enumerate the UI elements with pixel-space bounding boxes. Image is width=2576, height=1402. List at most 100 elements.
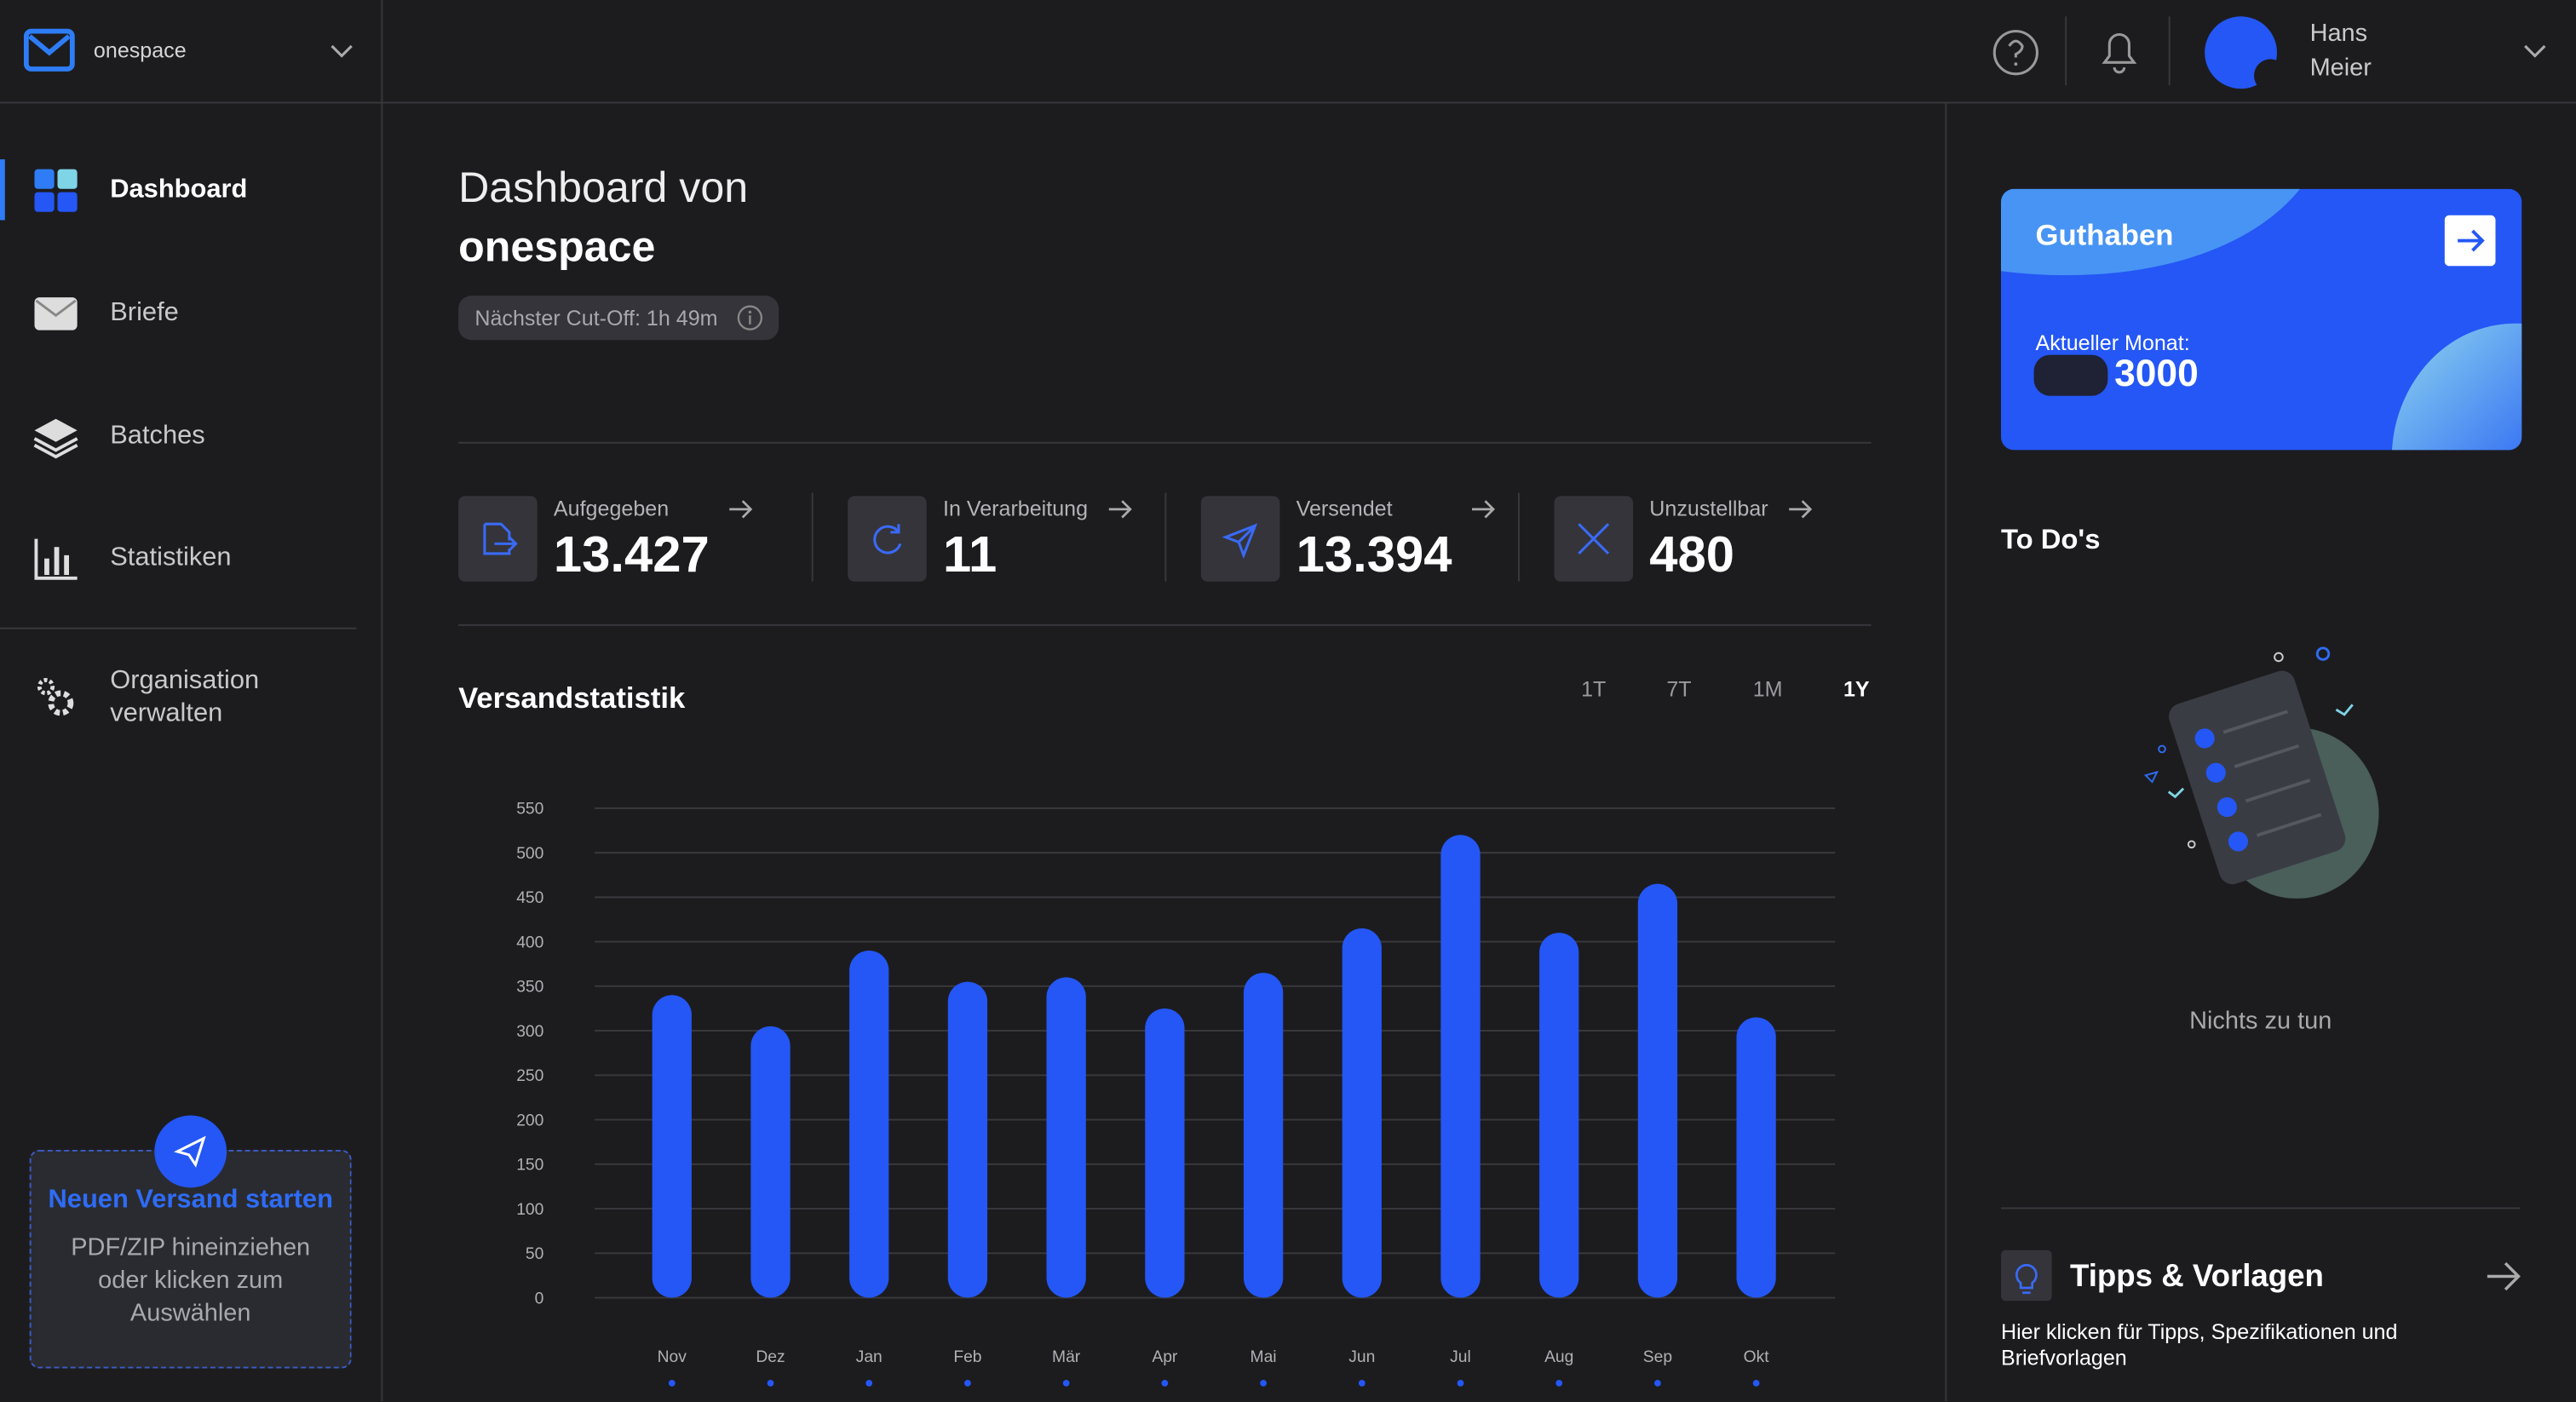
- stat-icon: [1222, 523, 1258, 560]
- y-tick-label: 50: [526, 1245, 543, 1263]
- y-tick-label: 250: [516, 1067, 543, 1085]
- cutoff-text: Nächster Cut-Off: 1h 49m: [474, 305, 718, 330]
- divider: [2000, 1207, 2521, 1210]
- nav-icon: [34, 169, 78, 212]
- x-dot: [1555, 1379, 1563, 1387]
- stat-icon-box: [1200, 496, 1280, 582]
- range-button[interactable]: 7T: [1666, 676, 1692, 702]
- chart: 0 50 100 150 200 250 300 350 400 450 500 550 Nov Dez J…: [516, 801, 1836, 1387]
- nav-icon: [34, 297, 78, 330]
- active-indicator: [0, 159, 5, 221]
- bar: [1637, 883, 1678, 1298]
- bell-icon[interactable]: [2093, 23, 2146, 79]
- heading: Dashboard von: [458, 162, 749, 212]
- workspace-name[interactable]: onespace: [93, 37, 187, 63]
- x-dot: [1062, 1379, 1070, 1387]
- divider: [1164, 492, 1167, 582]
- currency-mask: [2033, 354, 2108, 396]
- nav-item[interactable]: Briefe: [110, 298, 179, 327]
- nav-item[interactable]: Organisation verwalten: [110, 666, 260, 728]
- y-tick-label: 450: [516, 889, 543, 907]
- arrow[interactable]: [727, 496, 754, 522]
- y-tick-label: 350: [516, 979, 543, 997]
- bar: [1243, 973, 1284, 1298]
- divider: [381, 0, 383, 1402]
- x-tick-label: Sep: [1643, 1348, 1672, 1366]
- bar: [1440, 835, 1481, 1298]
- x-dot: [1260, 1379, 1267, 1387]
- info-icon[interactable]: [736, 304, 764, 332]
- nav-item[interactable]: Batches: [110, 422, 205, 451]
- nav-item[interactable]: Statistiken: [110, 543, 232, 572]
- upload-title[interactable]: Neuen Versand starten: [48, 1186, 333, 1215]
- stat-label[interactable]: Versendet: [1296, 496, 1393, 521]
- x-dot: [1161, 1379, 1169, 1387]
- y-tick-label: 300: [516, 1023, 543, 1041]
- stat-icon: [873, 524, 902, 554]
- bar: [1342, 928, 1382, 1298]
- x-tick-label: Nov: [658, 1348, 687, 1366]
- user-name[interactable]: Hans Meier: [2309, 20, 2372, 83]
- bar: [1539, 933, 1579, 1298]
- x-tick-label: Dez: [756, 1348, 785, 1366]
- x-tick-label: Okt: [1744, 1348, 1770, 1366]
- tips-title[interactable]: Tipps & Vorlagen: [2069, 1260, 2324, 1295]
- upload-hint: PDF/ZIP hineinziehen oder klicken zum Au…: [71, 1233, 311, 1328]
- chevron[interactable]: [2521, 43, 2548, 59]
- nav-item[interactable]: Dashboard: [110, 175, 248, 204]
- bar: [750, 1026, 791, 1298]
- bar: [1046, 977, 1086, 1298]
- y-tick-label: 150: [516, 1157, 543, 1175]
- range-button[interactable]: 1M: [1752, 676, 1783, 702]
- arrow[interactable]: [2484, 1260, 2523, 1293]
- x-dot: [767, 1379, 774, 1387]
- chevron[interactable]: [329, 43, 355, 59]
- todos-empty: Nichts zu tun: [2189, 1007, 2332, 1035]
- x-dot: [668, 1379, 676, 1387]
- divider: [0, 627, 357, 629]
- stat-label[interactable]: Unzustellbar: [1649, 496, 1768, 521]
- stat-label[interactable]: In Verarbeitung: [942, 496, 1089, 521]
- balance-title: Guthaben: [2035, 218, 2174, 252]
- range-button[interactable]: 1Y: [1843, 676, 1870, 702]
- arrow[interactable]: [1787, 496, 1814, 522]
- bar: [947, 981, 988, 1298]
- stat-label[interactable]: Aufgegeben: [553, 496, 670, 521]
- upload-icon[interactable]: [152, 1114, 228, 1190]
- empty-illustration: [2143, 646, 2379, 899]
- x-dot: [1457, 1379, 1464, 1387]
- help-icon[interactable]: [1988, 25, 2044, 81]
- y-tick-label: 100: [516, 1201, 543, 1219]
- x-tick-label: Apr: [1152, 1348, 1178, 1366]
- balance-value: 3000: [2114, 351, 2199, 394]
- tips-icon[interactable]: [2000, 1250, 2052, 1301]
- heading-workspace: onespace: [458, 221, 656, 272]
- divider: [0, 101, 2576, 104]
- stat-value: 480: [1649, 526, 1735, 583]
- balance-card[interactable]: [2000, 188, 2522, 451]
- arrow[interactable]: [1107, 496, 1134, 522]
- range-button[interactable]: 1T: [1581, 676, 1607, 702]
- divider: [1945, 103, 1947, 1402]
- arrow[interactable]: [1470, 496, 1497, 522]
- y-tick-label: 500: [516, 845, 543, 863]
- x-tick-label: Mai: [1251, 1348, 1277, 1366]
- stat-icon-box: [1554, 496, 1633, 582]
- balance-open-button[interactable]: [2444, 215, 2496, 267]
- stat-icon: [1578, 523, 1610, 555]
- stat-icon: [483, 522, 518, 555]
- x-dot: [1752, 1379, 1760, 1387]
- chart-title: Versandstatistik: [458, 681, 686, 715]
- logo[interactable]: [23, 26, 79, 76]
- stat-icon-box: [458, 496, 538, 582]
- x-tick-label: Jun: [1348, 1348, 1375, 1366]
- x-tick-label: Aug: [1544, 1348, 1573, 1366]
- x-dot: [964, 1379, 971, 1387]
- tips-text[interactable]: Hier klicken für Tipps, Spezifikationen …: [2000, 1319, 2398, 1370]
- cutoff-pill: [458, 296, 779, 341]
- nav-icon: [37, 678, 74, 716]
- x-dot: [1358, 1379, 1366, 1387]
- avatar[interactable]: [2201, 13, 2280, 92]
- y-tick-label: 400: [516, 934, 543, 951]
